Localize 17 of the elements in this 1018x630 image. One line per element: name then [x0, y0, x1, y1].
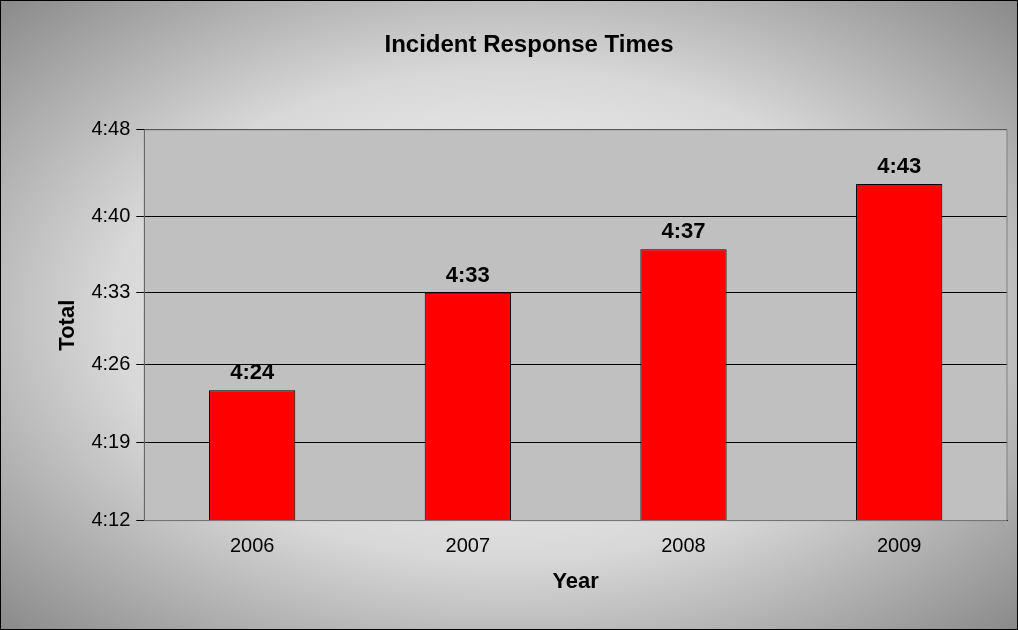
data-label: 4:24 — [230, 359, 275, 385]
data-label: 4:43 — [877, 153, 922, 179]
data-label: 4:33 — [445, 261, 490, 287]
y-tick-label: 4:19 — [91, 429, 131, 452]
y-tick-label: 4:33 — [91, 280, 131, 303]
x-tick-label: 2006 — [229, 534, 275, 557]
x-tick-label: 2009 — [876, 534, 922, 557]
y-tick-label: 4:26 — [91, 351, 131, 374]
x-axis-title: Year — [552, 567, 600, 593]
y-tick-label: 4:12 — [91, 508, 131, 531]
y-axis-title: Total — [54, 299, 80, 351]
x-tick-label: 2007 — [445, 534, 491, 557]
y-tick-label: 4:40 — [91, 204, 131, 227]
data-label: 4:37 — [661, 218, 706, 244]
x-tick-label: 2008 — [661, 534, 706, 557]
chart-title: Incident Response Times — [384, 30, 674, 58]
y-tick-label: 4:48 — [91, 117, 131, 140]
